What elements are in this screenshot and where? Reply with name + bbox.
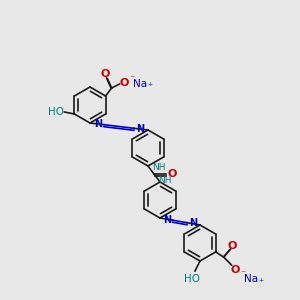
- Text: Na: Na: [244, 274, 258, 284]
- Text: Na: Na: [133, 79, 147, 89]
- Text: N: N: [189, 218, 197, 228]
- Text: ⁺: ⁺: [258, 278, 263, 288]
- Text: N: N: [94, 119, 102, 129]
- Text: N: N: [136, 124, 144, 134]
- Text: O: O: [231, 265, 240, 275]
- Text: NH: NH: [158, 176, 172, 185]
- Text: N: N: [163, 215, 171, 225]
- Text: HO: HO: [184, 274, 200, 284]
- Text: HO: HO: [48, 107, 64, 117]
- Text: ⁻: ⁻: [129, 74, 134, 84]
- Text: O: O: [167, 169, 177, 179]
- Text: O: O: [101, 69, 110, 79]
- Text: ⁺: ⁺: [147, 82, 152, 92]
- Text: O: O: [120, 78, 129, 88]
- Text: NH: NH: [152, 163, 166, 172]
- Text: O: O: [228, 241, 237, 251]
- Text: ⁻: ⁻: [240, 269, 245, 279]
